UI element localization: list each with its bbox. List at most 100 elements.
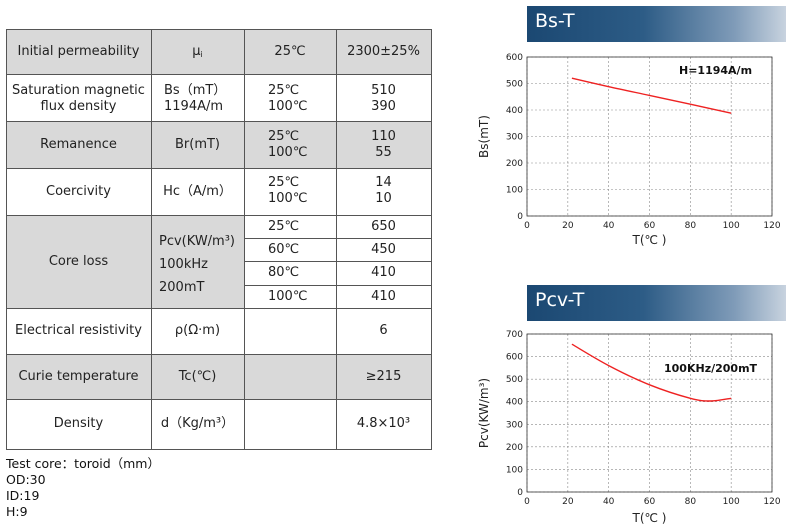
chart-title-banner: Bs-T bbox=[527, 6, 786, 42]
table-border-left bbox=[6, 29, 7, 450]
row-divider bbox=[6, 215, 432, 216]
condition-cell: 80℃ bbox=[268, 265, 300, 280]
x-tick-label: 0 bbox=[524, 497, 530, 507]
row-divider bbox=[244, 285, 432, 286]
x-axis-label: T(℃ ) bbox=[632, 233, 667, 247]
column-divider bbox=[336, 29, 337, 450]
symbol-hc: Hc（A/m） bbox=[163, 184, 232, 199]
symbol-tc: Tc(℃) bbox=[178, 369, 217, 384]
x-tick-label: 40 bbox=[603, 221, 615, 231]
row-divider bbox=[6, 308, 432, 309]
y-tick-label: 200 bbox=[506, 159, 523, 169]
symbol-bs: Bs（mT） 1194A/m bbox=[164, 83, 227, 114]
y-tick-label: 0 bbox=[517, 488, 523, 498]
x-tick-label: 20 bbox=[562, 221, 574, 231]
chart-title: Pcv-T bbox=[535, 289, 585, 311]
row-divider bbox=[6, 74, 432, 75]
test-core-notes: Test core：toroid（mm） OD:30 ID:19 H:9 bbox=[6, 456, 160, 520]
pcv-t-plot: 0 20 40 60 80 100 120 0 100 200 300 400 500 600 700 T(℃… bbox=[477, 330, 781, 525]
x-tick-label: 80 bbox=[685, 497, 697, 507]
x-axis-label: T(℃ ) bbox=[632, 511, 667, 525]
chart-title-banner: Pcv-T bbox=[527, 285, 786, 321]
table-border-top bbox=[6, 29, 432, 30]
value-cell: 450 bbox=[371, 242, 396, 257]
y-axis-label: Bs(mT) bbox=[477, 115, 491, 158]
y-tick-label: 400 bbox=[506, 106, 523, 116]
y-tick-label: 300 bbox=[506, 420, 523, 430]
property-density: Density bbox=[53, 416, 104, 431]
condition-cell: 25℃ 100℃ bbox=[268, 129, 308, 160]
row-divider bbox=[6, 121, 432, 122]
y-tick-label: 500 bbox=[506, 80, 523, 90]
symbol-rho: ρ(Ω·m) bbox=[174, 323, 221, 338]
x-tick-label: 20 bbox=[562, 497, 574, 507]
x-tick-label: 60 bbox=[644, 497, 656, 507]
column-divider bbox=[151, 29, 152, 450]
y-tick-label: 600 bbox=[506, 53, 523, 63]
x-tick-label: 40 bbox=[603, 497, 615, 507]
y-tick-label: 100 bbox=[506, 465, 523, 475]
condition-cell: 25℃ 100℃ bbox=[268, 175, 308, 206]
value-cell: 510 390 bbox=[371, 83, 396, 114]
y-tick-label: 0 bbox=[517, 212, 523, 222]
chart-annotation: H=1194A/m bbox=[679, 64, 752, 77]
y-tick-label: 100 bbox=[506, 186, 523, 196]
shade-remanence bbox=[6, 121, 432, 168]
y-axis-label: Pcv(KW/m³) bbox=[477, 378, 491, 448]
property-electrical-resistivity: Electrical resistivity bbox=[15, 323, 142, 338]
column-divider bbox=[244, 29, 245, 450]
value-cell: 410 bbox=[371, 289, 396, 304]
shade-initial-permeability bbox=[6, 29, 432, 74]
row-divider bbox=[6, 354, 432, 355]
x-tick-label: 60 bbox=[644, 221, 656, 231]
value-cell: 14 10 bbox=[375, 175, 392, 206]
condition-cell: 25℃ bbox=[268, 219, 300, 234]
x-tick-label: 120 bbox=[763, 221, 780, 231]
row-divider bbox=[6, 399, 432, 400]
pcv-t-chart: Pcv-T 0 20 40 60 80 100 120 0 100 200 300 400 500 600… bbox=[474, 285, 794, 526]
series-line bbox=[571, 77, 732, 114]
table-border-bottom bbox=[6, 449, 432, 450]
value-cell: 410 bbox=[371, 265, 396, 280]
condition-cell: 60℃ bbox=[268, 242, 300, 257]
value-cell: 2300±25% bbox=[347, 44, 420, 59]
value-cell: 650 bbox=[371, 219, 396, 234]
table-border-right bbox=[431, 29, 432, 450]
row-divider bbox=[244, 261, 432, 262]
note-line: H:9 bbox=[6, 504, 28, 519]
chart-title: Bs-T bbox=[535, 10, 575, 32]
condition-cell: 25℃ 100℃ bbox=[268, 83, 308, 114]
y-tick-label: 400 bbox=[506, 398, 523, 408]
property-coercivity: Coercivity bbox=[46, 184, 111, 199]
x-tick-label: 100 bbox=[723, 497, 740, 507]
value-cell: 4.8×10³ bbox=[356, 416, 411, 431]
properties-table: Initial permeability μi 25℃ 2300±25% Sat… bbox=[6, 29, 432, 450]
shade-core-loss bbox=[6, 215, 244, 308]
bs-t-chart: Bs-T 0 20 40 60 80 100 120 0 100 200 300 400 500 600 T… bbox=[474, 6, 794, 256]
shade-curie-temperature bbox=[6, 354, 432, 399]
y-tick-label: 600 bbox=[506, 353, 523, 363]
x-tick-label: 0 bbox=[524, 221, 530, 231]
symbol-density: d（Kg/m³） bbox=[160, 416, 235, 431]
property-initial-permeability: Initial permeability bbox=[17, 44, 140, 59]
plot-frame bbox=[526, 56, 773, 217]
x-tick-label: 80 bbox=[685, 221, 697, 231]
y-tick-label: 200 bbox=[506, 443, 523, 453]
chart-annotation: 100KHz/200mT bbox=[664, 362, 758, 375]
plot-frame bbox=[526, 333, 773, 493]
y-tick-label: 500 bbox=[506, 375, 523, 385]
symbol-br: Br(mT) bbox=[174, 137, 220, 152]
note-line: OD:30 bbox=[6, 472, 46, 487]
property-curie-temperature: Curie temperature bbox=[18, 369, 139, 384]
note-line: ID:19 bbox=[6, 488, 40, 503]
property-remanence: Remanence bbox=[40, 137, 117, 152]
property-saturation-magnetic-flux-density: Saturation magnetic flux density bbox=[12, 83, 145, 114]
y-tick-label: 700 bbox=[506, 330, 523, 340]
x-tick-label: 100 bbox=[723, 221, 740, 231]
row-divider bbox=[6, 168, 432, 169]
value-cell: ≥215 bbox=[365, 369, 402, 384]
value-cell: 110 55 bbox=[371, 129, 396, 160]
bs-t-plot: 0 20 40 60 80 100 120 0 100 200 300 400 500 600 T(℃ ) B… bbox=[477, 53, 781, 247]
series-line bbox=[571, 343, 732, 402]
row-divider bbox=[244, 238, 432, 239]
